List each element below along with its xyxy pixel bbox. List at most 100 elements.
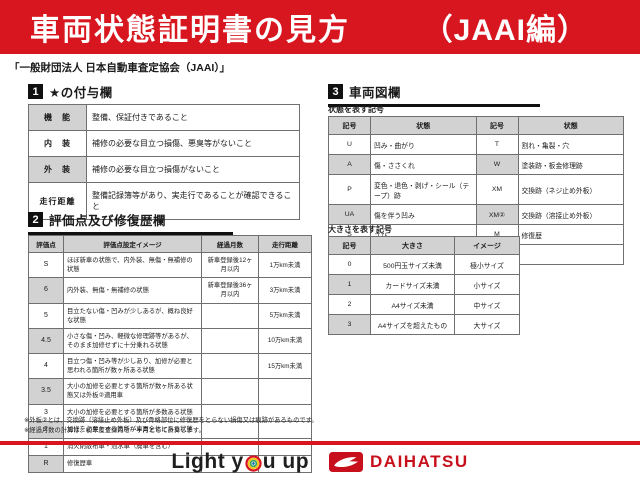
eval-desc-cell: ほぼ新車の状態で、内外装、無傷・無補修の状態 bbox=[63, 251, 202, 279]
table-header-row: 評価点 評価点設定イメージ 経過月数 走行距離 bbox=[28, 235, 312, 253]
table-row: 4.5 小さな傷・凹み、軽微な修理跡等があるが、そのまま加修せずに十分乗れる状態… bbox=[28, 327, 312, 355]
eval-desc-cell: 内外装、無傷・無補修の状態 bbox=[63, 277, 202, 304]
symbol-cell: U bbox=[328, 134, 371, 155]
eval-desc-cell: 小さな傷・凹み、軽微な修理跡等があるが、そのまま加修せずに十分乗れる状態 bbox=[63, 327, 202, 355]
slogan-text-right: u up bbox=[262, 450, 310, 473]
table-header-row: 記号 大きさ イメージ bbox=[328, 236, 520, 255]
slogan-text-left: Light y bbox=[171, 450, 244, 473]
symbol-cell: XM bbox=[475, 174, 519, 205]
size-symbols-table: 記号 大きさ イメージ 0 500円玉サイズ未満 極小サイズ 1 カードサイズ未… bbox=[328, 236, 520, 335]
section1-number-badge: 1 bbox=[28, 84, 43, 99]
section2-header: 2 評価点及び修復歴欄 bbox=[28, 210, 233, 235]
size-cell: カードサイズ未満 bbox=[370, 274, 455, 295]
size-cell: 500円玉サイズ未満 bbox=[370, 254, 455, 275]
table-row: 3 大小の加修を必要とする箇所が多数ある状態 bbox=[28, 403, 312, 422]
table-row: 1 カードサイズ未満 小サイズ bbox=[328, 274, 520, 295]
symbol-cell: W bbox=[475, 154, 519, 175]
symbol-cell: T bbox=[475, 134, 519, 155]
daihatsu-wordmark: DAIHATSU bbox=[370, 452, 469, 471]
symbol-cell: 0 bbox=[328, 254, 371, 275]
eval-desc-cell: 修復歴車 bbox=[63, 454, 202, 474]
column-header: 評価点設定イメージ bbox=[63, 235, 202, 253]
table-row: 内 装 補修の必要な目立つ損傷、悪臭等がないこと bbox=[28, 130, 300, 157]
state-cell: 変色・退色・剥げ・シール（テープ）跡 bbox=[370, 174, 477, 205]
eval-months-cell bbox=[201, 352, 259, 380]
state-cell bbox=[517, 244, 624, 265]
size-symbols-caption: 大きさを表す記号 bbox=[328, 225, 392, 234]
table-row: 0 500円玉サイズ未満 極小サイズ bbox=[328, 254, 520, 275]
criteria-label-cell: 機 能 bbox=[28, 104, 87, 131]
column-header: 状態 bbox=[370, 116, 477, 135]
symbol-cell: A bbox=[328, 154, 371, 175]
column-header: 記号 bbox=[475, 116, 519, 135]
table-row: U 凹み・曲がり T 割れ・亀裂・穴 bbox=[328, 134, 624, 155]
symbol-cell: UA bbox=[328, 204, 371, 225]
criteria-desc-cell: 補修の必要な目立つ損傷、悪臭等がないこと bbox=[86, 130, 300, 157]
eval-mileage-cell: 15万km未満 bbox=[258, 352, 312, 380]
eval-point-cell: 6 bbox=[28, 277, 64, 304]
footnote-line: ※外板②とは、交換跡（溶接止め外板）及び骨格部位に修復歴をとらない損傷又は痕跡が… bbox=[24, 417, 318, 424]
column-header: 記号 bbox=[328, 236, 371, 255]
size-image-cell: 大サイズ bbox=[454, 314, 520, 335]
eval-desc-cell: 目立つ傷・凹み等が少しあり、加修が必要と思われる箇所が数ヶ所ある状態 bbox=[63, 352, 202, 380]
column-header: 走行距離 bbox=[258, 235, 312, 253]
state-cell: 傷・ささくれ bbox=[370, 154, 477, 175]
section1-title: ★の付与欄 bbox=[49, 86, 113, 100]
table-row: A 傷・ささくれ W 塗装跡・板金修理跡 bbox=[328, 154, 624, 175]
table-row: 外 装 補修の必要な目立つ損傷がないこと bbox=[28, 156, 300, 183]
criteria-label-cell: 外 装 bbox=[28, 156, 87, 183]
eval-months-cell bbox=[201, 302, 259, 329]
table-row: S ほぼ新車の状態で、内外装、無傷・無補修の状態 新車登録後12ヶ月以内 1万k… bbox=[28, 251, 312, 279]
eval-months-cell: 新車登録後12ヶ月以内 bbox=[201, 251, 259, 279]
size-cell: A4サイズ未満 bbox=[370, 294, 455, 315]
state-cell: 割れ・亀裂・穴 bbox=[517, 134, 624, 155]
symbol-cell: 1 bbox=[328, 274, 371, 295]
eval-mileage-cell: 10万km未満 bbox=[258, 327, 312, 355]
page-title: 車両状態証明書の見方 bbox=[30, 14, 350, 47]
symbol-cell: P bbox=[328, 174, 371, 205]
footer: Light y u up DAIHATSU bbox=[0, 447, 640, 477]
section3-title: 車両図欄 bbox=[349, 86, 402, 100]
symbol-cell: XM② bbox=[475, 204, 519, 225]
size-cell: A4サイズを超えたもの bbox=[370, 314, 455, 335]
column-header: イメージ bbox=[454, 236, 520, 255]
table-row: UA 傷を伴う凹み XM② 交換跡（溶接止め外板） bbox=[328, 204, 624, 225]
table-header-row: 記号 状態 記号 状態 bbox=[328, 116, 624, 135]
table-row: 3 A4サイズを超えたもの 大サイズ bbox=[328, 314, 520, 335]
eval-point-cell: 4.5 bbox=[28, 327, 64, 355]
eval-desc-cell: 大小の加修を必要とする箇所が数ヶ所ある状態又は外板②適用車 bbox=[63, 378, 202, 405]
target-o-icon bbox=[245, 454, 262, 472]
daihatsu-d-mark-icon bbox=[329, 452, 364, 472]
criteria-desc-cell: 整備、保証付きであること bbox=[86, 104, 300, 131]
star-criteria-table: 機 能 整備、保証付きであること 内 装 補修の必要な目立つ損傷、悪臭等がないこ… bbox=[28, 104, 300, 220]
section3-header: 3 車両図欄 bbox=[328, 82, 540, 107]
daihatsu-logo: DAIHATSU bbox=[329, 452, 469, 472]
criteria-label-cell: 内 装 bbox=[28, 130, 87, 157]
footnote-line: ※経過月数の計算は、初年度登録月を一ヶ月として計算します。 bbox=[24, 427, 205, 435]
state-cell: 塗装跡・板金修理跡 bbox=[517, 154, 624, 175]
column-header: 経過月数 bbox=[201, 235, 259, 253]
section2-title: 評価点及び修復歴欄 bbox=[49, 214, 167, 228]
eval-months-cell bbox=[201, 378, 259, 405]
eval-mileage-cell bbox=[258, 378, 312, 405]
organization-subtitle: 「一般財団法人 日本自動車査定協会（JAAI）」 bbox=[9, 62, 231, 74]
table-row: P 変色・退色・剥げ・シール（テープ）跡 XM 交換跡（ネジ止め外板） bbox=[328, 174, 624, 205]
eval-mileage-cell: 3万km未満 bbox=[258, 277, 312, 304]
eval-point-cell: 5 bbox=[28, 302, 64, 329]
footer-red-divider bbox=[0, 441, 640, 445]
size-image-cell: 中サイズ bbox=[454, 294, 520, 315]
light-you-up-logo: Light y u up bbox=[171, 450, 309, 474]
eval-mileage-cell: 5万km未満 bbox=[258, 302, 312, 329]
criteria-desc-cell: 整備記録簿等があり、実走行であることが確認できること bbox=[86, 182, 300, 220]
eval-desc-cell: 目立たない傷・凹みが少しあるが、概ね良好な状態 bbox=[63, 302, 202, 329]
state-cell: 凹み・曲がり bbox=[370, 134, 477, 155]
table-row: 機 能 整備、保証付きであること bbox=[28, 104, 300, 131]
footnotes: ※外板②とは、交換跡（溶接止め外板）及び骨格部位に修復歴をとらない損傷又は痕跡が… bbox=[24, 416, 318, 437]
eval-mileage-cell: 1万km未満 bbox=[258, 251, 312, 279]
section2-number-badge: 2 bbox=[28, 212, 43, 227]
table-row: 走行距離 整備記録簿等があり、実走行であることが確認できること bbox=[28, 182, 300, 220]
eval-point-cell: S bbox=[28, 251, 64, 279]
column-header: 記号 bbox=[328, 116, 371, 135]
eval-point-cell: 3.5 bbox=[28, 378, 64, 405]
